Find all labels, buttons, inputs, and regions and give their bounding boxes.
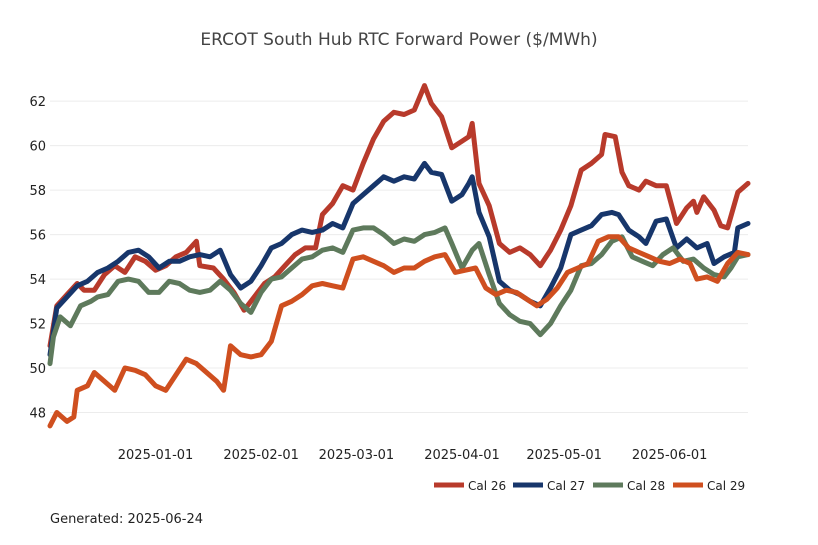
legend-label: Cal 28 [627,479,665,493]
y-tick-label: 56 [29,229,46,244]
x-tick-label: 2025-06-01 [632,448,708,463]
y-axis: 48 50 52 54 56 58 60 62 [29,95,46,421]
x-tick-label: 2025-05-01 [526,448,602,463]
series-line-cal-29 [47,234,751,429]
generated-timestamp: Generated: 2025-06-24 [50,512,204,527]
series-line-cal-26 [47,83,751,349]
y-tick-label: 50 [29,362,46,377]
legend-label: Cal 27 [547,479,585,493]
x-axis: 2025-01-01 2025-02-01 2025-03-01 2025-04-01… [118,448,708,463]
y-tick-label: 52 [29,318,46,333]
legend: Cal 26 Cal 27 Cal 28 Cal 29 [434,479,745,493]
x-tick-label: 2025-04-01 [424,448,500,463]
legend-label: Cal 29 [707,479,745,493]
x-tick-label: 2025-01-01 [118,448,194,463]
y-tick-label: 60 [29,140,46,155]
chart-title: ERCOT South Hub RTC Forward Power ($/MWh… [200,30,597,50]
gridlines [50,100,748,414]
series-line-cal-28 [47,225,751,367]
x-tick-label: 2025-02-01 [223,448,299,463]
legend-label: Cal 26 [468,479,506,493]
y-tick-label: 54 [29,273,46,288]
y-tick-label: 62 [29,95,46,110]
series-lines [47,83,751,429]
series-line-cal-27 [47,160,751,358]
y-tick-label: 48 [29,407,46,422]
y-tick-label: 58 [29,184,46,199]
x-tick-label: 2025-03-01 [319,448,395,463]
